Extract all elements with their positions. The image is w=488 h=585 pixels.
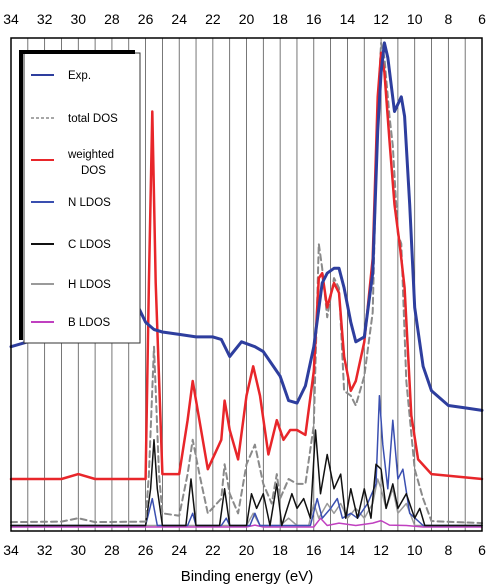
legend-label: B LDOS xyxy=(68,317,111,329)
bottom-tick-label: 24 xyxy=(171,542,187,558)
top-tick-label: 14 xyxy=(340,11,356,27)
series-total-dos xyxy=(10,41,483,525)
bottom-tick-label: 16 xyxy=(306,542,322,558)
series-group xyxy=(9,41,484,528)
legend: Exp. total DOS weighted DOS N LDOS C LDOS H LD… xyxy=(19,50,141,344)
bottom-tick-label: 8 xyxy=(444,542,452,558)
bottom-tick-label: 30 xyxy=(70,542,86,558)
bottom-tick-label: 6 xyxy=(478,542,486,558)
legend-label: weighted DOS xyxy=(67,149,114,177)
x-axis-title: Binding energy (eV) xyxy=(181,568,314,585)
bottom-tick-label: 28 xyxy=(104,542,120,558)
bottom-tick-label: 32 xyxy=(37,542,53,558)
legend-label: H LDOS xyxy=(68,279,111,291)
top-tick-label: 12 xyxy=(373,11,389,27)
top-tick-label: 18 xyxy=(272,11,288,27)
legend-label: N LDOS xyxy=(68,197,111,209)
bottom-tick-label: 26 xyxy=(138,542,154,558)
plot-frame xyxy=(10,37,483,532)
bottom-tick-label: 10 xyxy=(407,542,423,558)
top-tick-label: 28 xyxy=(104,11,120,27)
bottom-tick-label: 20 xyxy=(239,542,255,558)
plot-border xyxy=(10,37,483,532)
series-n-ldos xyxy=(10,394,483,527)
top-tick-label: 32 xyxy=(37,11,53,27)
series-weighted-dos xyxy=(9,51,484,481)
bottom-tick-label: 12 xyxy=(373,542,389,558)
top-tick-label: 22 xyxy=(205,11,221,27)
bottom-tick-label: 22 xyxy=(205,542,221,558)
top-tick-label: 6 xyxy=(478,11,486,27)
bottom-tick-label: 18 xyxy=(272,542,288,558)
series-b-ldos xyxy=(10,517,483,528)
series-c-ldos xyxy=(10,429,483,527)
legend-label: Exp. xyxy=(68,70,91,82)
top-tick-label: 30 xyxy=(70,11,86,27)
series-exp xyxy=(9,41,484,412)
top-tick-label: 20 xyxy=(239,11,255,27)
legend-label: C LDOS xyxy=(68,239,111,251)
legend-box xyxy=(23,52,141,344)
top-tick-label: 16 xyxy=(306,11,322,27)
top-tick-label: 26 xyxy=(138,11,154,27)
top-tick-label: 34 xyxy=(3,11,19,27)
top-tick-label: 24 xyxy=(171,11,187,27)
legend-label: total DOS xyxy=(68,113,118,125)
top-tick-label: 10 xyxy=(407,11,423,27)
bottom-tick-label: 34 xyxy=(3,542,19,558)
ticks: 34 34 32 32 30 30 28 28 26 26 24 24 22 22 20 20 18 18 16 16… xyxy=(3,11,486,558)
top-tick-label: 8 xyxy=(444,11,452,27)
bottom-tick-label: 14 xyxy=(340,542,356,558)
